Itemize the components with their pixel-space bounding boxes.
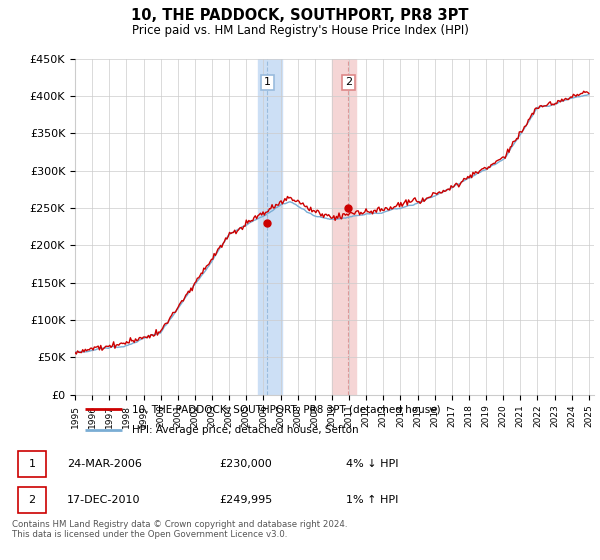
Text: 1: 1 <box>29 459 35 469</box>
Text: HPI: Average price, detached house, Sefton: HPI: Average price, detached house, Seft… <box>132 424 359 435</box>
Text: £230,000: £230,000 <box>220 459 272 469</box>
Text: 2: 2 <box>29 495 36 505</box>
Bar <box>332 59 356 395</box>
Text: 1% ↑ HPI: 1% ↑ HPI <box>346 495 398 505</box>
FancyBboxPatch shape <box>19 451 46 477</box>
FancyBboxPatch shape <box>19 487 46 513</box>
Text: Contains HM Land Registry data © Crown copyright and database right 2024.
This d: Contains HM Land Registry data © Crown c… <box>12 520 347 539</box>
Text: £249,995: £249,995 <box>220 495 272 505</box>
Text: 2: 2 <box>345 77 352 87</box>
Text: 4% ↓ HPI: 4% ↓ HPI <box>346 459 398 469</box>
Text: 1: 1 <box>264 77 271 87</box>
Text: 10, THE PADDOCK, SOUTHPORT, PR8 3PT: 10, THE PADDOCK, SOUTHPORT, PR8 3PT <box>131 8 469 24</box>
Bar <box>258 59 282 395</box>
Text: 17-DEC-2010: 17-DEC-2010 <box>67 495 140 505</box>
Text: Price paid vs. HM Land Registry's House Price Index (HPI): Price paid vs. HM Land Registry's House … <box>131 24 469 37</box>
Text: 10, THE PADDOCK, SOUTHPORT, PR8 3PT (detached house): 10, THE PADDOCK, SOUTHPORT, PR8 3PT (det… <box>132 404 441 414</box>
Text: 24-MAR-2006: 24-MAR-2006 <box>67 459 142 469</box>
